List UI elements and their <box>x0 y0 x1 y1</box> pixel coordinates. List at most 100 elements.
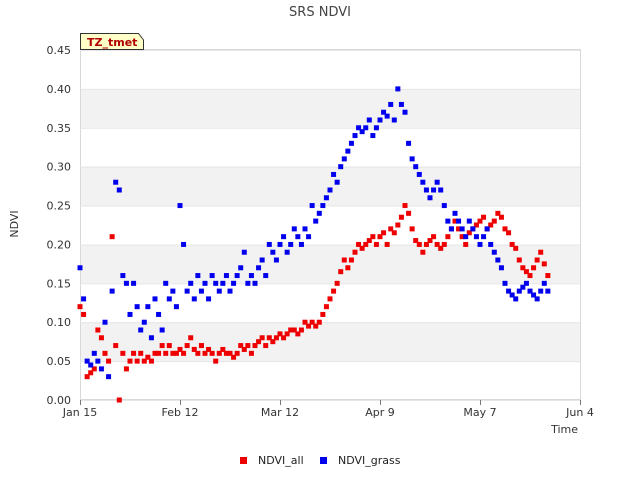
data-point <box>491 249 497 255</box>
data-point <box>284 249 290 255</box>
data-point <box>384 241 390 247</box>
data-point <box>538 249 544 255</box>
data-point <box>231 280 237 286</box>
data-point <box>445 234 451 240</box>
data-point <box>177 346 183 352</box>
data-point <box>281 335 287 341</box>
data-point <box>234 273 240 279</box>
data-point <box>527 288 533 294</box>
data-point <box>170 288 176 294</box>
data-point <box>291 327 297 333</box>
data-point <box>195 273 201 279</box>
data-point <box>513 296 519 302</box>
y-tick-label: 0.05 <box>47 355 72 368</box>
data-point <box>131 350 137 356</box>
data-point <box>252 280 258 286</box>
data-point <box>127 311 133 317</box>
data-point <box>434 241 440 247</box>
data-point <box>173 350 179 356</box>
data-point <box>488 222 494 228</box>
data-point <box>345 148 351 154</box>
data-point <box>141 358 147 364</box>
data-point <box>227 288 233 294</box>
data-point <box>109 288 115 294</box>
data-point <box>509 241 515 247</box>
data-point <box>206 346 212 352</box>
data-point <box>209 273 215 279</box>
y-tick-label: 0.00 <box>47 394 72 407</box>
data-point <box>188 335 194 341</box>
data-point <box>423 241 429 247</box>
data-point <box>270 249 276 255</box>
data-point <box>166 343 172 349</box>
data-point <box>406 140 412 146</box>
grid-band <box>80 244 580 284</box>
data-point <box>406 210 412 216</box>
data-point <box>191 296 197 302</box>
legend-swatch <box>320 457 327 464</box>
data-point <box>259 335 265 341</box>
data-point <box>420 249 426 255</box>
data-point <box>95 358 101 364</box>
data-point <box>463 234 469 240</box>
data-point <box>331 171 337 177</box>
data-point <box>163 280 169 286</box>
series-NDVI_all <box>77 203 551 403</box>
data-point <box>241 346 247 352</box>
data-point <box>98 366 104 372</box>
data-point <box>152 350 158 356</box>
tag-shape <box>80 33 144 50</box>
data-point <box>395 86 401 92</box>
data-point <box>227 350 233 356</box>
data-point <box>116 187 122 193</box>
data-point <box>295 234 301 240</box>
data-point <box>438 245 444 251</box>
data-point <box>523 280 529 286</box>
data-point <box>84 358 90 364</box>
data-point <box>270 339 276 345</box>
data-point <box>359 129 365 135</box>
data-point <box>495 257 501 263</box>
data-point <box>398 101 404 107</box>
data-point <box>213 280 219 286</box>
data-point <box>77 265 83 271</box>
data-point <box>431 187 437 193</box>
data-point <box>109 234 115 240</box>
data-point <box>359 245 365 251</box>
series-NDVI_grass <box>77 86 551 380</box>
data-point <box>281 234 287 240</box>
data-point <box>263 273 269 279</box>
data-point <box>202 280 208 286</box>
data-point <box>91 350 97 356</box>
data-point <box>373 241 379 247</box>
data-point <box>266 335 272 341</box>
x-tick-label: Apr 9 <box>365 406 395 419</box>
data-point <box>523 269 529 275</box>
data-point <box>416 241 422 247</box>
data-point <box>309 203 315 209</box>
data-point <box>520 284 526 290</box>
data-point <box>256 339 262 345</box>
data-point <box>398 214 404 220</box>
data-point <box>427 238 433 244</box>
data-point <box>166 296 172 302</box>
data-point <box>177 203 183 209</box>
data-point <box>191 346 197 352</box>
data-point <box>313 323 319 329</box>
data-point <box>338 164 344 170</box>
data-point <box>184 343 190 349</box>
grid-band <box>80 166 580 206</box>
data-point <box>256 265 262 271</box>
data-point <box>316 319 322 325</box>
data-point <box>413 238 419 244</box>
data-point <box>402 109 408 115</box>
data-point <box>159 327 165 333</box>
data-point <box>484 226 490 232</box>
data-point <box>348 257 354 263</box>
data-point <box>413 164 419 170</box>
data-point <box>273 257 279 263</box>
x-axis: Jan 15 Feb 12 Mar 12 Apr 9 May 7 Jun 4 <box>62 400 594 419</box>
data-point <box>366 238 372 244</box>
data-point <box>288 241 294 247</box>
